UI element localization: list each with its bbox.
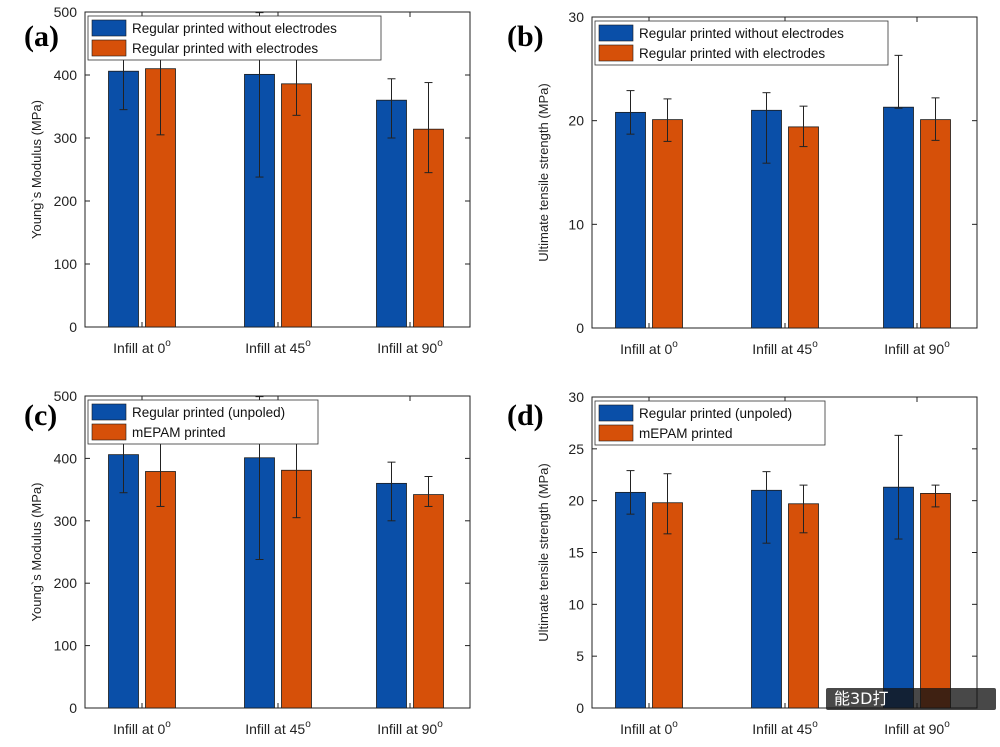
- y-axis-label: Young`s Modulus (MPa): [29, 483, 44, 622]
- bar-series2-3: [413, 494, 444, 709]
- y-axis-label: Young`s Modulus (MPa): [29, 100, 44, 239]
- y-tick-label: 30: [568, 389, 584, 405]
- y-tick-label: 20: [568, 493, 584, 509]
- bar-series1-1: [108, 70, 139, 328]
- panel-tag: (a): [24, 20, 59, 53]
- y-tick-label: 400: [54, 450, 78, 466]
- y-tick-label: 20: [568, 113, 584, 129]
- bar-series2-1: [652, 502, 683, 709]
- legend-swatch: [91, 423, 127, 441]
- x-tick-label: Infill at 0o: [113, 719, 171, 737]
- bar-series2-2: [788, 503, 819, 709]
- bar-series2-3: [920, 119, 951, 329]
- legend-entry-label: Regular printed (unpoled): [639, 406, 792, 421]
- legend-box: [87, 15, 382, 61]
- legend-entry-label: Regular printed with electrodes: [639, 46, 825, 61]
- bar-series2-2: [281, 83, 312, 328]
- legend-entry-label: Regular printed without electrodes: [639, 26, 844, 41]
- y-tick-label: 100: [54, 256, 78, 272]
- legend-entry-label: mEPAM printed: [132, 425, 226, 440]
- bar-series2-1: [145, 471, 176, 709]
- bar-series2-1: [652, 119, 683, 329]
- legend-swatch: [598, 424, 634, 442]
- bar-series1-3: [883, 106, 914, 329]
- watermark: 能3D打: [826, 688, 996, 710]
- bar-series1-1: [615, 111, 646, 329]
- y-tick-label: 200: [54, 575, 78, 591]
- y-tick-label: 300: [54, 513, 78, 529]
- legend-entry-label: mEPAM printed: [639, 426, 733, 441]
- bar-series2-3: [920, 493, 951, 709]
- y-tick-label: 10: [568, 596, 584, 612]
- legend-entry-label: Regular printed with electrodes: [132, 41, 318, 56]
- legend-swatch: [91, 39, 127, 57]
- legend: Regular printed (unpoled) mEPAM printed: [87, 399, 319, 445]
- legend: Regular printed without electrodes Regula…: [87, 15, 382, 61]
- y-tick-label: 10: [568, 216, 584, 232]
- y-tick-label: 0: [576, 700, 584, 716]
- x-tick-label: Infill at 45o: [752, 719, 818, 737]
- chart-panel-3: 0 100 200 300 400 500 Young`s Modulus (MPa) Inf…: [24, 388, 471, 737]
- y-tick-label: 15: [568, 545, 584, 561]
- x-tick-label: Infill at 0o: [620, 719, 678, 737]
- legend-swatch: [598, 44, 634, 62]
- x-tick-label: Infill at 90o: [884, 339, 950, 357]
- bar-series1-1: [615, 491, 646, 709]
- y-tick-label: 5: [576, 648, 584, 664]
- bar-series2-2: [788, 126, 819, 329]
- x-tick-label: Infill at 0o: [113, 338, 171, 356]
- legend-box: [594, 400, 826, 446]
- panel-tag: (b): [507, 20, 544, 53]
- legend-box: [594, 20, 889, 66]
- y-axis-label: Ultimate tensile strength (MPa): [536, 463, 551, 641]
- legend-swatch: [91, 19, 127, 37]
- y-tick-label: 25: [568, 441, 584, 457]
- y-tick-label: 300: [54, 130, 78, 146]
- legend: Regular printed (unpoled) mEPAM printed: [594, 400, 826, 446]
- y-tick-label: 100: [54, 638, 78, 654]
- x-tick-label: Infill at 45o: [245, 719, 311, 737]
- panel-tag: (d): [507, 399, 544, 432]
- legend: Regular printed without electrodes Regula…: [594, 20, 889, 66]
- legend-entry-label: Regular printed without electrodes: [132, 21, 337, 36]
- y-tick-label: 0: [576, 320, 584, 336]
- legend-swatch: [598, 404, 634, 422]
- y-tick-label: 500: [54, 388, 78, 404]
- x-tick-label: Infill at 45o: [752, 339, 818, 357]
- x-tick-label: Infill at 90o: [377, 719, 443, 737]
- legend-box: [87, 399, 319, 445]
- y-tick-label: 400: [54, 67, 78, 83]
- chart-panel-1: 0 100 200 300 400 500 Young`s Modulus (MPa) Inf…: [24, 4, 471, 356]
- y-tick-label: 0: [69, 700, 77, 716]
- x-tick-label: Infill at 0o: [620, 339, 678, 357]
- y-axis-label: Ultimate tensile strength (MPa): [536, 83, 551, 261]
- legend-swatch: [598, 24, 634, 42]
- y-tick-label: 0: [69, 319, 77, 335]
- y-tick-label: 30: [568, 9, 584, 25]
- y-tick-label: 500: [54, 4, 78, 20]
- panel-tag: (c): [24, 399, 57, 432]
- x-tick-label: Infill at 90o: [884, 719, 950, 737]
- x-tick-label: Infill at 90o: [377, 338, 443, 356]
- legend-swatch: [91, 403, 127, 421]
- bar-series1-1: [108, 454, 139, 709]
- x-tick-label: Infill at 45o: [245, 338, 311, 356]
- legend-entry-label: Regular printed (unpoled): [132, 405, 285, 420]
- chart-panel-4: 0 5 10 15 20 25 30 Ultimate tensile strength (M…: [507, 389, 978, 737]
- y-tick-label: 200: [54, 193, 78, 209]
- chart-panel-2: 0 10 20 30 Ultimate tensile strength (MPa) In…: [507, 9, 978, 357]
